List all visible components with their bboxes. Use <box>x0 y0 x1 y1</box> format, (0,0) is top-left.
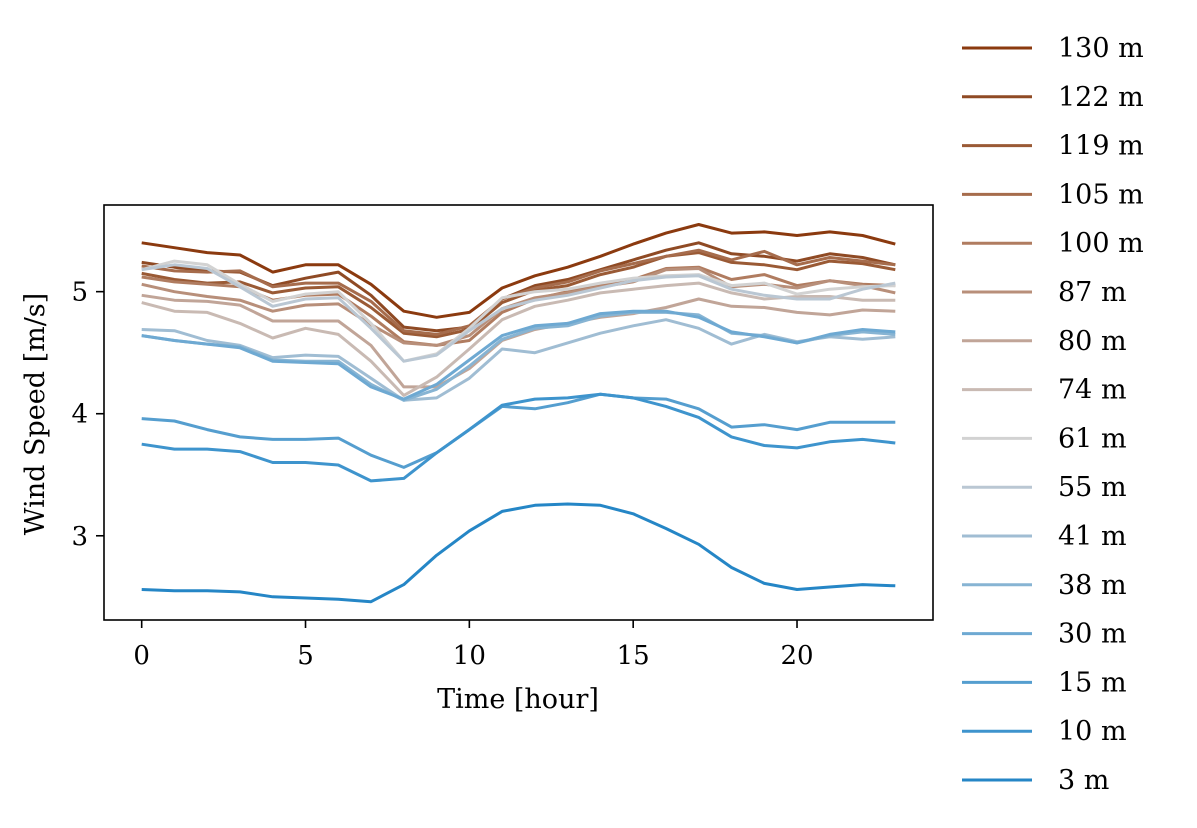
legend-label-9: 55 m <box>1058 472 1127 503</box>
plot-frame <box>103 204 934 621</box>
series-line-8 <box>141 259 896 363</box>
legend-label-4: 100 m <box>1058 228 1144 259</box>
series-line-15 <box>141 502 896 604</box>
x-axis-label: Time [hour] <box>437 684 599 715</box>
legend-label-12: 30 m <box>1058 619 1127 650</box>
series-line-14 <box>141 392 896 483</box>
y-tick-label-2: 5 <box>71 278 88 308</box>
series-line-9 <box>141 263 896 363</box>
series-line-13 <box>141 392 896 469</box>
ticks-layer: 0 5 10 15 20 3 4 5 <box>71 278 813 671</box>
series-line-2 <box>141 251 896 339</box>
y-tick-label-1: 4 <box>71 400 88 430</box>
legend-label-14: 10 m <box>1058 716 1127 747</box>
series-line-0 <box>141 223 896 319</box>
series-layer <box>141 223 896 604</box>
x-tick-label-2: 10 <box>453 641 486 671</box>
x-tick-label-1: 5 <box>297 641 314 671</box>
x-tick-label-4: 20 <box>780 641 813 671</box>
legend-label-3: 105 m <box>1058 179 1144 210</box>
x-tick-label-3: 15 <box>617 641 650 671</box>
legend-label-11: 38 m <box>1058 570 1127 601</box>
legend-label-2: 119 m <box>1058 131 1144 162</box>
legend-label-7: 74 m <box>1058 375 1127 406</box>
legend-label-5: 87 m <box>1058 277 1127 308</box>
x-tick-label-0: 0 <box>133 641 150 671</box>
legend-label-13: 15 m <box>1058 667 1127 698</box>
series-line-11 <box>141 310 896 402</box>
legend-label-8: 61 m <box>1058 423 1127 454</box>
legend-label-6: 80 m <box>1058 326 1127 357</box>
legend-label-0: 130 m <box>1058 33 1144 64</box>
series-line-12 <box>141 309 896 401</box>
y-tick-label-0: 3 <box>71 522 88 552</box>
series-line-7 <box>141 281 896 397</box>
legend-label-10: 41 m <box>1058 521 1127 552</box>
legend-label-1: 122 m <box>1058 82 1144 113</box>
y-axis-label: Wind Speed [m/s] <box>20 293 51 535</box>
legend-label-15: 3 m <box>1058 765 1109 796</box>
legend: 130 m 122 m 119 m 105 m 100 m 87 m 80 m 74 m 61 … <box>962 33 1144 796</box>
